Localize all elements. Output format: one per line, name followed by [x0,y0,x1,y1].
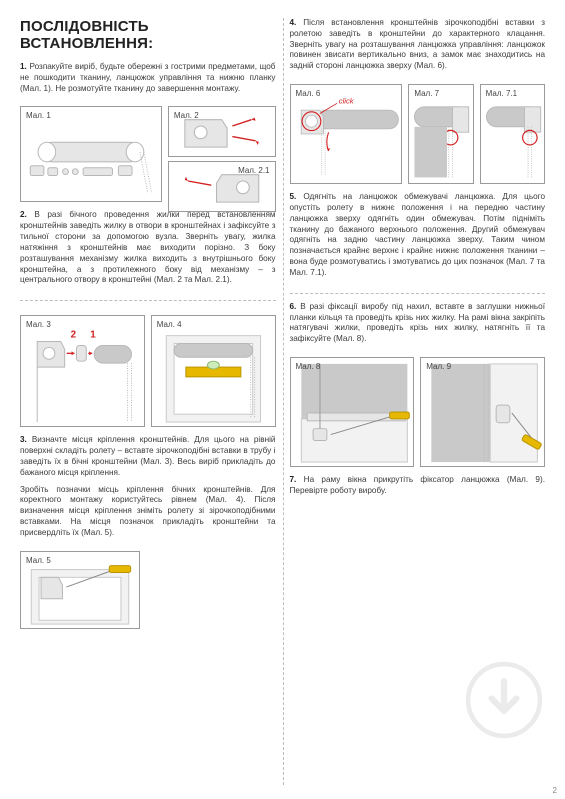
figure-3: Мал. 3 2 1 [20,315,145,427]
svg-text:2: 2 [71,330,77,341]
figure-row-3: Мал. 5 [20,551,276,629]
step-6-num: 6. [290,302,297,311]
step-7-num: 7. [290,475,297,484]
figure-6-caption: Мал. 6 [296,89,321,98]
figure-7-1: Мал. 7.1 [480,84,545,184]
step-1-num: 1. [20,62,27,71]
step-3-body: Визначте місця кріплення кронштейнів. Дл… [20,435,276,476]
step-7-body: На раму вікна прикрутіть фіксатор ланцюж… [290,475,545,495]
figure-8: Мал. 8 [290,357,415,467]
step-3b-text: Зробіть позначки місць кріплення бічних … [20,485,276,539]
step-3-num: 3. [20,435,27,444]
page-number: 2 [553,786,557,795]
figure-2: Мал. 2 [168,106,276,157]
figure-8-caption: Мал. 8 [296,362,321,371]
click-label: click [338,96,354,105]
step-5-body: Одягніть на ланцюжок обмежувачі ланцюжка… [290,192,546,277]
figure-row-4: Мал. 6 click Мал. 7 [290,84,546,184]
figure-2-caption: Мал. 2 [174,111,199,120]
figure-6: Мал. 6 click [290,84,403,184]
figure-5-caption: Мал. 5 [26,556,51,565]
step-5-text: 5. Одягніть на ланцюжок обмежувачі ланцю… [290,192,546,279]
figure-9-caption: Мал. 9 [426,362,451,371]
svg-text:1: 1 [90,330,96,341]
figure-4-caption: Мал. 4 [157,320,182,329]
figure-1-caption: Мал. 1 [26,111,51,120]
right-divider-1 [290,293,546,294]
figure-9: Мал. 9 [420,357,545,467]
step-4-text: 4. Після встановлення кронштейнів зірочк… [290,18,546,72]
figure-row-5: Мал. 8 Мал. 9 [290,357,546,467]
column-divider [283,18,284,785]
step-2-num: 2. [20,210,27,219]
left-column: ПОСЛІДОВНІСТЬ ВСТАНОВЛЕННЯ: 1. Розпакуйт… [20,18,276,785]
step-4-num: 4. [290,18,297,27]
step-2-text: 2. В разі бічного проведення жилки перед… [20,210,276,286]
figure-4: Мал. 4 [151,315,276,427]
page-title: ПОСЛІДОВНІСТЬ ВСТАНОВЛЕННЯ: [20,18,276,52]
figure-7-caption: Мал. 7 [414,89,439,98]
step-4-body: Після встановлення кронштейнів зірочкопо… [290,18,546,70]
figure-7-1-caption: Мал. 7.1 [486,89,517,98]
figure-row-1: Мал. 1 [20,106,276,202]
watermark-icon [465,661,543,739]
figure-2-1: Мал. 2.1 [168,161,276,212]
step-3-text: 3. Визначте місця кріплення кронштейнів.… [20,435,276,478]
step-6-text: 6. В разі фіксації виробу під нахил, вст… [290,302,546,345]
step-1-text: 1. Розпакуйте виріб, будьте обережні з г… [20,62,276,94]
step-5-num: 5. [290,192,297,201]
left-divider-1 [20,300,276,301]
step-1-body: Розпакуйте виріб, будьте обережні з гост… [20,62,276,93]
figure-1: Мал. 1 [20,106,162,202]
figure-2-1-caption: Мал. 2.1 [238,166,269,175]
figure-3-caption: Мал. 3 [26,320,51,329]
figure-5: Мал. 5 [20,551,140,629]
step-2-body: В разі бічного проведення жилки перед вс… [20,210,276,284]
figure-row-2: Мал. 3 2 1 [20,315,276,427]
page: ПОСЛІДОВНІСТЬ ВСТАНОВЛЕННЯ: 1. Розпакуйт… [0,0,565,799]
figure-7: Мал. 7 [408,84,473,184]
step-7-text: 7. На раму вікна прикрутіть фіксатор лан… [290,475,546,497]
step-6-body: В разі фіксації виробу під нахил, вставт… [290,302,546,343]
